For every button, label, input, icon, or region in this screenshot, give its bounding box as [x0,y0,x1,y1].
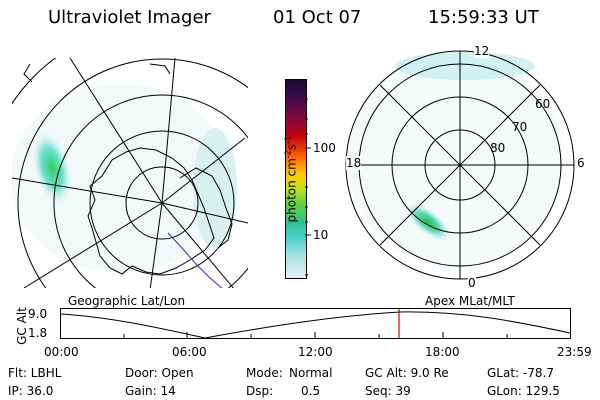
colorbar-tick-100: 100 [313,141,336,155]
mlat-label-70: 70 [512,120,528,134]
info-gc-alt: GC Alt: 9.0 Re [365,366,449,380]
x-tick-2359: 23:59 [557,345,592,359]
x-tick-1800: 18:00 [425,345,460,359]
latitude-circles [12,58,248,288]
altitude-tick-high: 9.0 [28,307,48,321]
x-tick-1200: 12:00 [298,345,333,359]
longitude-lines [12,58,248,288]
emission-noise-right [347,51,563,267]
header-date: 01 Oct 07 [273,7,362,28]
mlt-label-0: 0 [468,276,476,290]
info-dsp-label: Dsp: [246,384,274,398]
info-glat: GLat: -78.7 [487,366,554,380]
colorbar-unit-label: photon cm-2s-1 [283,135,299,223]
info-dsp-value: 0.5 [301,384,321,398]
x-tick-0000: 00:00 [44,345,79,359]
header-time: 15:59:33 UT [428,7,539,28]
mlat-label-60: 60 [535,97,551,111]
geographic-map [12,58,248,288]
mlt-label-18: 18 [346,156,362,170]
info-flt: Flt: LBHL [8,366,62,380]
mlt-label-12: 12 [474,44,490,58]
info-mode-value: Normal [289,366,333,380]
info-gain: Gain: 14 [125,384,176,398]
info-glon: GLon: 129.5 [487,384,560,398]
mlat-label-80: 80 [490,141,506,155]
colorbar-tick-10: 10 [313,228,329,242]
magnetic-polar-plot [345,50,575,280]
magnetic-map-label: Apex MLat/MLT [425,294,515,308]
coastline [23,63,233,275]
info-ip: IP: 36.0 [8,384,54,398]
altitude-curve [60,311,571,339]
instrument-title: Ultraviolet Imager [48,7,211,28]
info-door: Door: Open [125,366,194,380]
satellite-track [167,232,223,288]
colorbar [285,79,307,279]
x-tick-0600: 06:00 [172,345,207,359]
aurora-patch-right [404,202,452,242]
mlt-lines [346,51,574,279]
altitude-plot [60,308,571,339]
colorbar-ticks [305,98,311,276]
mlt-label-6: 6 [577,156,585,170]
altitude-x-ticks [123,332,508,338]
altitude-tick-low: 1.8 [28,326,48,340]
geographic-map-label: Geographic Lat/Lon [68,294,186,308]
altitude-axis-label: GC Alt [15,307,29,345]
info-seq: Seq: 39 [365,384,411,398]
info-mode-label: Mode: [246,366,283,380]
